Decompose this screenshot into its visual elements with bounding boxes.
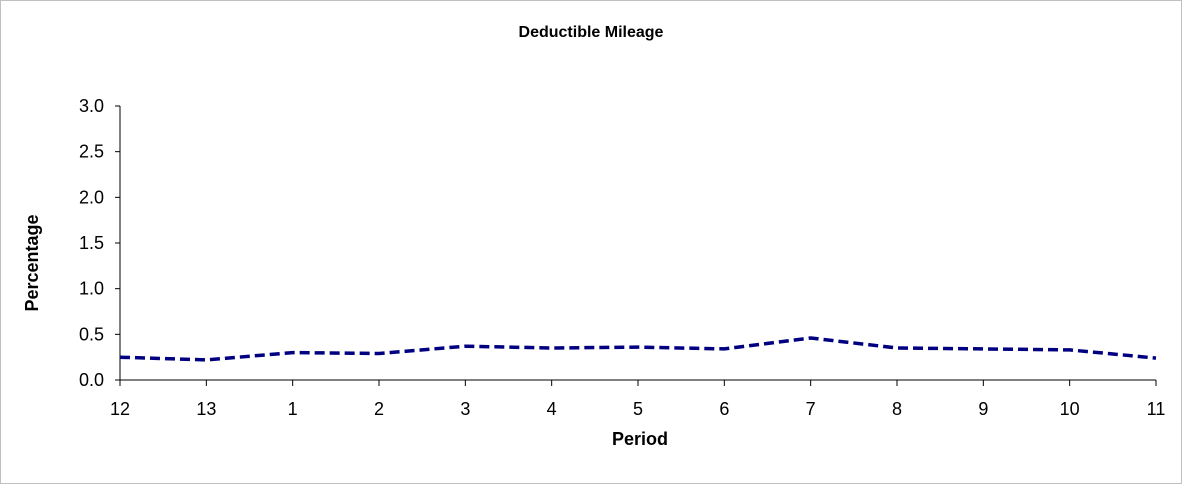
x-tick-label: 8: [892, 399, 902, 419]
x-axis-title: Period: [612, 429, 668, 449]
x-tick-label: 12: [110, 399, 130, 419]
y-tick-label: 3.0: [79, 96, 104, 116]
x-tick-label: 6: [719, 399, 729, 419]
y-tick-label: 2.5: [79, 142, 104, 162]
y-tick-label: 2.0: [79, 187, 104, 207]
y-tick-label: 1.5: [79, 233, 104, 253]
y-axis-title: Percentage: [22, 214, 42, 311]
x-tick-label: 9: [978, 399, 988, 419]
x-tick-label: 10: [1060, 399, 1080, 419]
x-tick-label: 11: [1147, 399, 1166, 419]
series-group: [119, 336, 1157, 362]
y-tick-label: 0.5: [79, 324, 104, 344]
x-tick-label: 4: [547, 399, 557, 419]
x-tick-label: 1: [288, 399, 298, 419]
x-tick-label: 13: [196, 399, 216, 419]
x-tick-label: 3: [460, 399, 470, 419]
x-tick-labels: 12 13 1 2 3 4 5 6 7 8 9 10 11: [110, 399, 1165, 419]
chart-title: Deductible Mileage: [519, 24, 664, 41]
series-line: [119, 336, 1157, 362]
x-tick-label: 7: [806, 399, 816, 419]
x-tick-label: 5: [633, 399, 643, 419]
y-tick-label: 0.0: [79, 370, 104, 390]
y-tick-labels: 0.0 0.5 1.0 1.5 2.0 2.5 3.0: [79, 96, 104, 390]
y-tick-label: 1.0: [79, 279, 104, 299]
axes: [115, 105, 1157, 386]
x-tick-label: 2: [374, 399, 384, 419]
